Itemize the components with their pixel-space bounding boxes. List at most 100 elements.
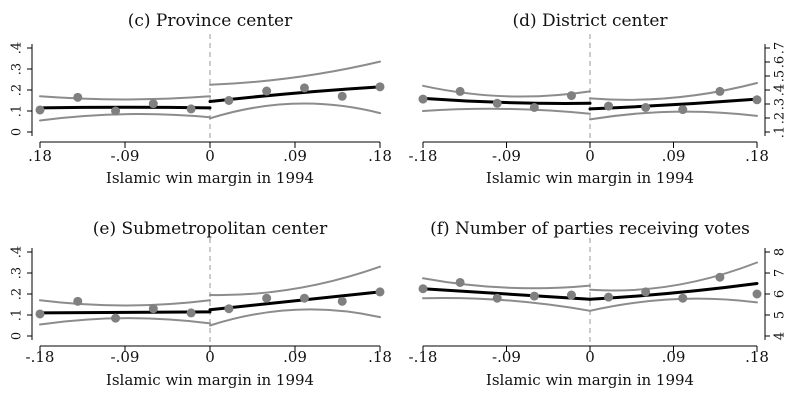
ci-upper-left bbox=[39, 299, 211, 307]
y-tick-label: .3 bbox=[10, 63, 25, 75]
y-tick-label: .2 bbox=[10, 84, 25, 96]
y-tick-label: .4 bbox=[10, 42, 25, 54]
bin-point bbox=[262, 86, 272, 96]
x-tick-label: -.09 bbox=[492, 147, 521, 165]
bin-point bbox=[455, 277, 465, 287]
x-tick-label: .18 bbox=[28, 147, 52, 165]
y-tick-label: 6 bbox=[773, 290, 788, 298]
y-tick-label: 8 bbox=[773, 248, 788, 256]
x-tick-label: .09 bbox=[662, 348, 686, 366]
x-tick-label: 0 bbox=[585, 348, 595, 366]
x-tick-label: .18 bbox=[368, 147, 392, 165]
ci-lower-left bbox=[39, 317, 211, 326]
y-tick-label: .3 bbox=[773, 98, 788, 110]
x-tick-label: -.09 bbox=[111, 348, 140, 366]
ci-upper-left bbox=[422, 277, 591, 290]
bin-point bbox=[262, 293, 272, 303]
bin-point bbox=[529, 103, 539, 112]
y-tick-label: .6 bbox=[773, 56, 788, 68]
panel-3: (e) Submetropolitan center -.18 -.09 0 .09 .1… bbox=[10, 219, 392, 389]
bin-point bbox=[73, 92, 83, 102]
bin-point bbox=[418, 284, 428, 294]
panel-title: (e) Submetropolitan center bbox=[93, 219, 328, 239]
ci-upper-right bbox=[209, 265, 381, 297]
bin-point bbox=[186, 308, 196, 318]
ci-lower-right bbox=[209, 308, 381, 327]
x-tick-label: .09 bbox=[283, 147, 307, 165]
fit-line-right bbox=[208, 85, 382, 104]
bin-point bbox=[375, 287, 385, 297]
y-tick-label: .2 bbox=[10, 288, 25, 300]
y-tick-label: .1 bbox=[10, 105, 25, 117]
bin-point bbox=[492, 98, 502, 108]
y-tick-label: 7 bbox=[773, 269, 788, 277]
bin-point bbox=[715, 86, 725, 96]
y-tick-label: .4 bbox=[10, 246, 25, 258]
x-tick-label: -.18 bbox=[26, 348, 55, 366]
ci-lower-left bbox=[39, 113, 211, 122]
bin-point bbox=[224, 96, 234, 105]
ci-upper-left bbox=[39, 95, 211, 101]
ci-lower-left bbox=[422, 107, 591, 115]
bin-point bbox=[566, 91, 576, 101]
y-tick-label: 4 bbox=[773, 332, 788, 340]
ci-lower-right bbox=[589, 110, 758, 121]
y-tick-label: .5 bbox=[773, 70, 788, 82]
ci-lower-right bbox=[589, 297, 758, 312]
x-tick-label: -.09 bbox=[492, 348, 521, 366]
x-tick-label: .09 bbox=[283, 348, 307, 366]
y-tick-label: .2 bbox=[773, 112, 788, 124]
x-tick-label: -.09 bbox=[111, 147, 140, 165]
bin-point bbox=[641, 287, 651, 297]
bin-point bbox=[418, 94, 428, 104]
ci-upper-right bbox=[589, 82, 758, 101]
x-tick-label: 0 bbox=[585, 147, 595, 165]
fit-line-left bbox=[421, 96, 592, 105]
y-tick-label: .1 bbox=[773, 126, 788, 138]
ci-upper-left bbox=[422, 84, 591, 98]
bin-point bbox=[641, 103, 651, 112]
bin-point bbox=[715, 272, 725, 282]
x-tick-label: .18 bbox=[745, 147, 769, 165]
bin-point bbox=[148, 99, 158, 109]
x-tick-label: -.18 bbox=[409, 147, 438, 165]
panel-title: (c) Province center bbox=[128, 11, 293, 31]
bin-point bbox=[337, 296, 347, 306]
bin-point bbox=[73, 296, 83, 306]
bin-point bbox=[299, 293, 309, 303]
bin-point bbox=[678, 105, 688, 115]
bin-point bbox=[604, 292, 614, 302]
bin-point bbox=[678, 293, 688, 303]
x-axis-label: Islamic win margin in 1994 bbox=[486, 169, 694, 187]
bin-point bbox=[529, 291, 539, 301]
panel-4: (f) Number of parties receiving votes -.1… bbox=[409, 219, 788, 389]
panel-title: (f) Number of parties receiving votes bbox=[430, 219, 750, 239]
panel-title: (d) District center bbox=[512, 11, 668, 31]
y-tick-label: 0 bbox=[10, 332, 25, 340]
y-tick-label: .3 bbox=[10, 267, 25, 279]
bin-point bbox=[752, 95, 762, 105]
ci-upper-right bbox=[589, 261, 758, 292]
bin-point bbox=[111, 106, 121, 116]
x-tick-label: .09 bbox=[662, 147, 686, 165]
x-axis-label: Islamic win margin in 1994 bbox=[106, 371, 314, 389]
bin-point bbox=[148, 304, 158, 314]
ci-lower-left bbox=[422, 296, 591, 312]
bin-point bbox=[604, 101, 614, 111]
bin-point bbox=[375, 82, 385, 92]
x-axis-label: Islamic win margin in 1994 bbox=[486, 371, 694, 389]
x-tick-label: -.18 bbox=[409, 348, 438, 366]
bin-point bbox=[35, 105, 45, 115]
fit-line-left bbox=[38, 310, 212, 315]
fit-line-left bbox=[38, 105, 212, 110]
bin-point bbox=[492, 293, 502, 303]
bin-point bbox=[299, 83, 309, 93]
x-tick-label: .18 bbox=[745, 348, 769, 366]
bin-point bbox=[35, 309, 45, 319]
x-axis-label: Islamic win margin in 1994 bbox=[106, 169, 314, 187]
y-tick-label: .4 bbox=[773, 84, 788, 96]
y-tick-label: .1 bbox=[10, 309, 25, 321]
bin-point bbox=[455, 86, 465, 96]
x-tick-label: 0 bbox=[205, 348, 215, 366]
